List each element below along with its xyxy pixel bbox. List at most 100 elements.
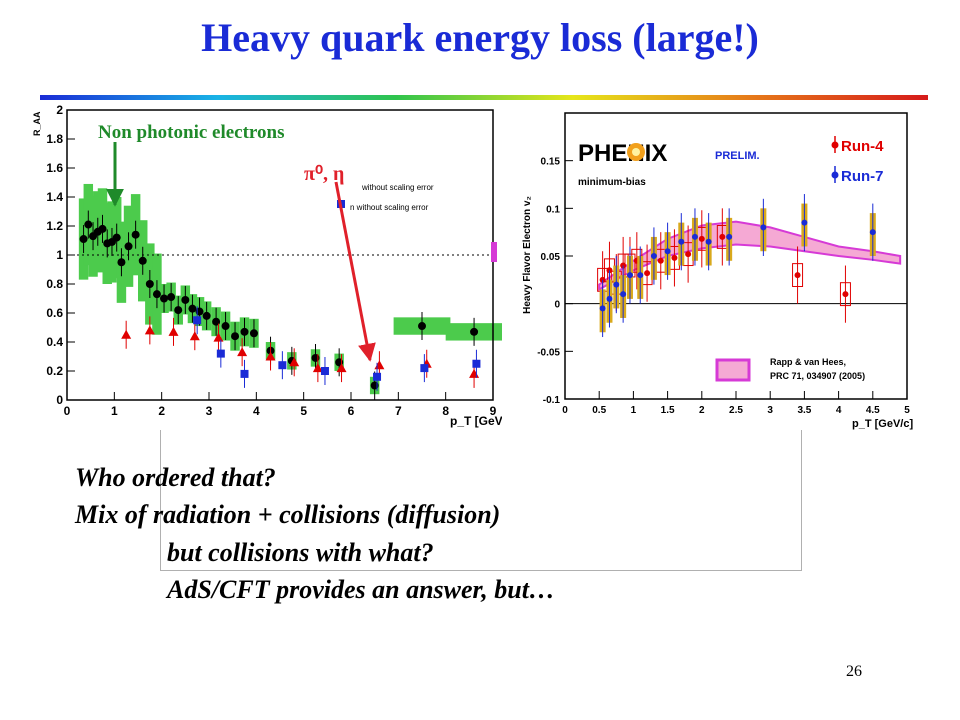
data-point-pion (289, 357, 300, 367)
svg-text:Run-7: Run-7 (841, 168, 884, 185)
x-tick-label: 1.5 (661, 405, 675, 416)
pion-annotation: π⁰, η (304, 163, 344, 185)
data-point-pion (237, 347, 248, 357)
data-point-eta (472, 359, 481, 368)
data-point-pion (121, 329, 132, 339)
x-tick-label: 5 (904, 405, 910, 416)
data-point-eta (320, 367, 329, 375)
x-tick-label: 1 (111, 404, 118, 418)
x-tick-label: 9 (490, 404, 497, 418)
data-point-run7 (664, 248, 671, 255)
y-axis-label: R_AA (32, 111, 42, 136)
data-point-electron (174, 306, 183, 315)
data-point-run4 (842, 291, 849, 298)
data-point-pion (374, 360, 385, 370)
model-label: Rapp & van Hees, (770, 357, 846, 367)
y-axis-label: Heavy Flavor Electron v₂ (522, 196, 533, 314)
data-point-eta (373, 372, 382, 381)
x-tick-label: 5 (300, 404, 307, 418)
x-tick-label: 3.5 (797, 405, 811, 416)
data-point-electron (249, 329, 258, 338)
data-point-electron (202, 311, 211, 320)
data-point-electron (470, 327, 479, 336)
data-point-pion (265, 351, 276, 361)
x-tick-label: 2 (158, 404, 165, 418)
data-point-run4 (794, 272, 801, 279)
data-point-electron (112, 233, 121, 242)
data-point-run7 (726, 233, 733, 240)
data-point-eta (216, 349, 225, 358)
data-point-eta (420, 364, 429, 373)
x-tick-label: 4 (836, 405, 842, 416)
pion-arrow (334, 181, 376, 362)
y-tick-label: 0.15 (541, 157, 561, 168)
text-line-4: AdS/CFT provides an answer, but… (167, 575, 555, 604)
data-point-electron (117, 258, 126, 267)
data-point-eta (240, 369, 249, 378)
data-point-run7 (869, 229, 876, 236)
data-point-electron (188, 304, 197, 313)
x-tick-label: 4.5 (866, 405, 880, 416)
data-point-electron (152, 290, 161, 299)
svg-text:PHENIX: PHENIX (578, 140, 667, 167)
data-point-electron (160, 294, 169, 303)
y-tick-label: 0.2 (46, 364, 63, 378)
data-point-electron (84, 220, 93, 229)
data-point-run4 (657, 257, 664, 264)
x-tick-label: 7 (395, 404, 402, 418)
y-tick-label: -0.1 (543, 395, 561, 406)
y-tick-label: 0.4 (46, 335, 63, 349)
data-point-run4 (698, 235, 705, 242)
raa-chart: 0 1 2 3 4 5 6 7 8 9 0 0.2 0.4 0.6 0.8 1 1.2 1.4 1.6 1.8 2 p_… (32, 103, 517, 428)
data-point-run7 (599, 305, 606, 312)
y-tick-label: 0.6 (46, 306, 63, 320)
data-point-electron (181, 295, 190, 304)
electron-annotation: Non photonic electrons (98, 122, 284, 143)
x-tick-label: 2 (699, 405, 705, 416)
data-point-run7 (678, 238, 685, 245)
y-tick-label: 0 (56, 393, 63, 407)
text-line-3: but collisions with what? (167, 538, 434, 567)
x-tick-label: 3 (767, 405, 773, 416)
data-point-run4 (685, 251, 692, 258)
data-point-pion (189, 331, 200, 341)
data-point-electron (79, 235, 88, 244)
cropped-legend-swatch (491, 242, 497, 262)
x-tick-label: 8 (442, 404, 449, 418)
x-axis-label: p_T [GeV/c] (852, 418, 913, 430)
data-point-electron (231, 332, 240, 341)
model-reference: PRC 71, 034907 (2005) (770, 371, 865, 381)
y-tick-label: -0.05 (537, 347, 560, 358)
data-point-run7 (613, 281, 620, 288)
y-tick-label: 0.05 (541, 252, 561, 263)
page-number: 26 (846, 663, 862, 680)
model-band (598, 220, 902, 292)
y-tick-label: 1.8 (46, 132, 63, 146)
x-tick-label: 4 (253, 404, 260, 418)
data-point-run4 (719, 233, 726, 240)
data-point-run7 (626, 272, 633, 279)
data-point-run7 (620, 291, 627, 298)
x-tick-label: 0 (64, 404, 71, 418)
x-tick-label: 1 (631, 405, 637, 416)
data-point-run7 (691, 233, 698, 240)
data-point-run7 (637, 272, 644, 279)
legend-fragment-2: n without scaling error (350, 203, 429, 212)
data-point-pion (168, 326, 179, 336)
data-point-run4 (644, 270, 651, 277)
y-tick-label: 2 (56, 103, 63, 117)
data-point-electron (138, 256, 147, 265)
x-tick-label: 0 (562, 405, 568, 416)
x-tick-label: 3 (206, 404, 213, 418)
data-point-electron (167, 293, 176, 302)
data-point-run7 (760, 224, 767, 231)
v2-chart-panel: 0 0.5 1 1.5 2 2.5 3 3.5 4 4.5 5 -0.1 -0.05 0 0.05 0.1 0.… (512, 105, 922, 435)
data-point-pion (469, 368, 480, 378)
y-tick-label: 0.1 (546, 204, 560, 215)
legend-fragment-1: without scaling error (361, 183, 434, 192)
x-axis-label: p_T [GeV/c] (450, 414, 502, 428)
data-point-pion (213, 332, 224, 342)
x-tick-label: 0.5 (592, 405, 606, 416)
y-tick-label: 0.8 (46, 277, 63, 291)
slide-title: Heavy quark energy loss (large!) (201, 15, 759, 60)
